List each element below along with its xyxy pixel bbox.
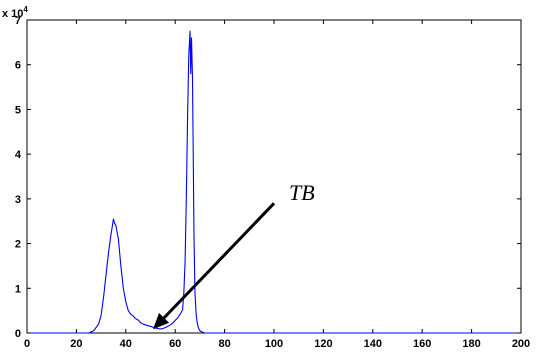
y-tick-label: 2 [15, 239, 21, 251]
y-tick-label: 7 [15, 15, 21, 27]
x-tick-label: 0 [24, 338, 30, 350]
y-tick-label: 6 [15, 60, 21, 72]
x-axis: 0 20 40 60 80 100 120 140 160 180 200 [24, 20, 530, 350]
y-axis-exponent-label: x 104 [2, 5, 28, 20]
x-tick-label: 120 [314, 338, 332, 350]
y-tick-label: 5 [15, 104, 21, 116]
plot-area [26, 19, 522, 334]
x-tick-label: 80 [218, 338, 230, 350]
x-tick-label: 40 [120, 338, 132, 350]
x-tick-label: 20 [70, 338, 82, 350]
x-tick-label: 160 [413, 338, 431, 350]
annotation-arrow-shaft [162, 202, 276, 319]
plot-frame [26, 19, 522, 334]
series-line [27, 30, 521, 334]
y-tick-label: 3 [15, 194, 21, 206]
x-tick-label: 140 [364, 338, 382, 350]
y-tick-label: 1 [15, 283, 21, 295]
x-tick-label: 60 [169, 338, 181, 350]
x-tick-label: 200 [512, 338, 530, 350]
y-tick-label: 4 [15, 149, 22, 161]
annotation-arrow-head [152, 313, 170, 330]
x-tick-label: 180 [462, 338, 480, 350]
y-tick-label: 0 [15, 328, 21, 340]
y-axis: 0 1 2 3 4 5 6 7 [15, 15, 521, 340]
annotation-label: TB [289, 180, 315, 205]
x-tick-label: 100 [265, 338, 283, 350]
